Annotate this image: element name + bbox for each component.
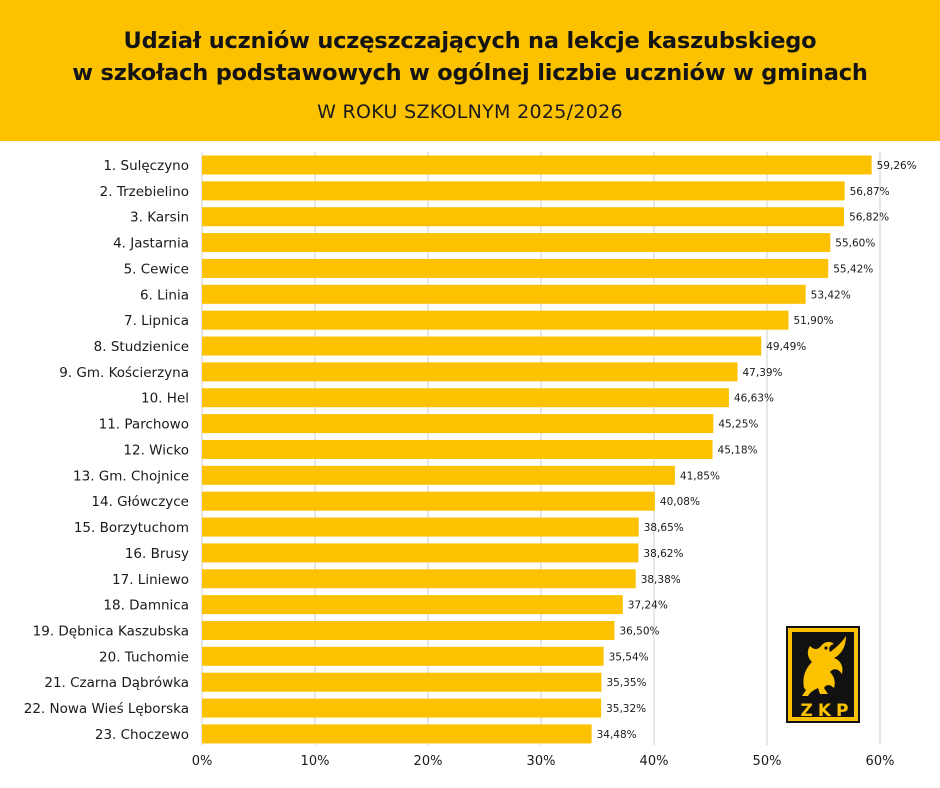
- data-label: 51,90%: [793, 315, 833, 327]
- x-tick-label: 50%: [753, 754, 782, 769]
- category-labels: 1. Sulęczyno 2. Trzebielino 3. Karsin 4. Ja…: [24, 158, 189, 743]
- bar: [202, 724, 592, 744]
- category-label: 22. Nowa Wieś Lęborska: [24, 701, 189, 717]
- category-label: 7. Lipnica: [124, 313, 189, 329]
- data-label: 53,42%: [811, 289, 851, 301]
- bar: [202, 258, 829, 278]
- category-label: 23. Choczewo: [95, 727, 189, 743]
- category-label: 21. Czarna Dąbrówka: [44, 675, 189, 691]
- bar: [202, 181, 845, 201]
- bar: [202, 336, 762, 356]
- bar: [202, 543, 639, 563]
- data-label: 37,24%: [628, 600, 668, 612]
- bar: [202, 672, 602, 692]
- category-label: 1. Sulęczyno: [103, 158, 189, 174]
- data-label: 40,08%: [660, 496, 700, 508]
- data-label: 56,87%: [850, 186, 890, 198]
- data-label: 36,50%: [619, 625, 659, 637]
- bars: [202, 155, 872, 744]
- data-label: 55,42%: [833, 263, 873, 275]
- bar: [202, 569, 636, 589]
- category-label: 13. Gm. Chojnice: [73, 468, 189, 484]
- category-label: 16. Brusy: [125, 546, 189, 562]
- chart-title-line-2: w szkołach podstawowych w ogólnej liczbi…: [72, 60, 868, 86]
- x-tick-label: 10%: [301, 754, 330, 769]
- x-axis-ticks: 0% 10% 20% 30% 40% 50% 60%: [192, 754, 895, 769]
- category-label: 2. Trzebielino: [100, 184, 189, 200]
- category-label: 5. Cewice: [124, 261, 189, 277]
- chart-title-line-1: Udział uczniów uczęszczających na lekcje…: [123, 28, 817, 54]
- category-label: 10. Hel: [141, 391, 189, 407]
- griffin-icon: [792, 632, 854, 717]
- category-label: 3. Karsin: [130, 210, 189, 226]
- data-label: 34,48%: [597, 729, 637, 741]
- data-label: 38,38%: [641, 574, 681, 586]
- data-label: 45,18%: [718, 444, 758, 456]
- category-label: 20. Tuchomie: [99, 649, 189, 665]
- category-label: 4. Jastarnia: [113, 236, 189, 252]
- x-tick-label: 40%: [640, 754, 669, 769]
- data-label: 59,26%: [877, 160, 917, 172]
- bar: [202, 362, 738, 382]
- category-label: 9. Gm. Kościerzyna: [59, 365, 189, 381]
- bar: [202, 595, 623, 615]
- data-label: 46,63%: [734, 393, 774, 405]
- logo-text: ZKP: [800, 701, 854, 721]
- data-label: 38,62%: [643, 548, 683, 560]
- category-label: 14. Główczyce: [91, 494, 189, 510]
- bar: [202, 646, 604, 666]
- bar: [202, 698, 602, 718]
- data-label: 35,54%: [609, 651, 649, 663]
- category-label: 18. Damnica: [103, 598, 189, 614]
- bar: [202, 414, 714, 434]
- zkp-logo: ZKP: [786, 626, 860, 723]
- chart-subtitle: W ROKU SZKOLNYM 2025/2026: [317, 101, 623, 123]
- bar: [202, 439, 713, 459]
- header-banner: Udział uczniów uczęszczających na lekcje…: [0, 0, 940, 141]
- bar: [202, 155, 872, 175]
- data-label: 35,35%: [606, 677, 646, 689]
- bar: [202, 491, 655, 511]
- bar: [202, 207, 845, 227]
- value-labels: 59,26% 56,87% 56,82% 55,60% 55,42% 53,42% 51,9…: [597, 160, 917, 741]
- bar: [202, 233, 831, 253]
- data-label: 47,39%: [743, 367, 783, 379]
- category-label: 6. Linia: [140, 287, 189, 303]
- data-label: 35,32%: [606, 703, 646, 715]
- data-label: 56,82%: [849, 212, 889, 224]
- data-label: 41,85%: [680, 470, 720, 482]
- category-label: 17. Liniewo: [112, 572, 189, 588]
- category-label: 19. Dębnica Kaszubska: [33, 623, 189, 639]
- category-label: 8. Studzienice: [94, 339, 189, 355]
- bar: [202, 620, 615, 640]
- data-label: 55,60%: [835, 238, 875, 250]
- bar: [202, 388, 729, 408]
- bar: [202, 465, 675, 485]
- bar: [202, 310, 789, 330]
- category-label: 11. Parchowo: [99, 417, 189, 433]
- x-tick-label: 30%: [527, 754, 556, 769]
- data-label: 49,49%: [766, 341, 806, 353]
- x-tick-label: 0%: [192, 754, 213, 769]
- category-label: 12. Wicko: [123, 442, 189, 458]
- bar: [202, 517, 639, 537]
- data-label: 38,65%: [644, 522, 684, 534]
- data-label: 45,25%: [718, 419, 758, 431]
- x-tick-label: 60%: [866, 754, 895, 769]
- category-label: 15. Borzytuchom: [74, 520, 189, 536]
- bar: [202, 284, 806, 304]
- x-tick-label: 20%: [414, 754, 443, 769]
